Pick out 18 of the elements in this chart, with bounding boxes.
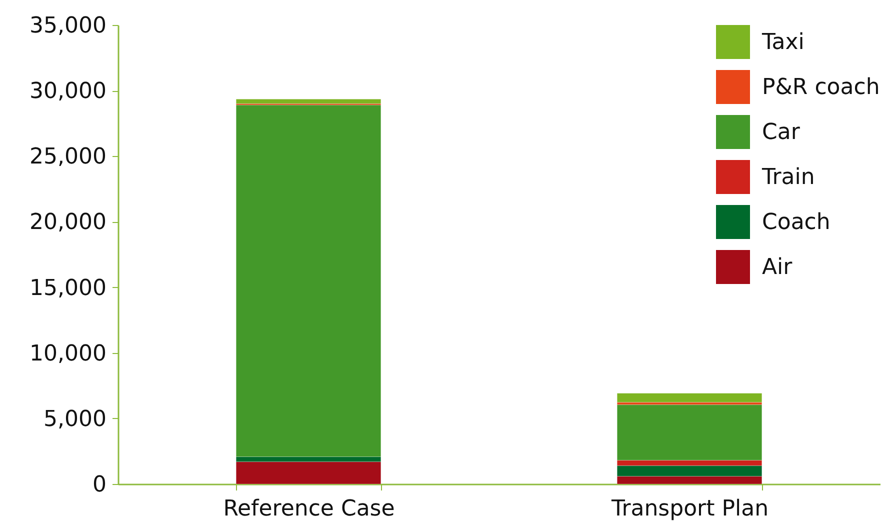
x-tick-label: Reference Case <box>223 496 395 522</box>
bar <box>236 461 382 484</box>
y-tick-label: 5,000 <box>44 406 106 432</box>
y-tick-label: 25,000 <box>30 144 106 170</box>
bar <box>616 393 762 403</box>
legend-label: Car <box>762 120 801 145</box>
legend-label: Coach <box>762 210 830 235</box>
y-tick-label: 10,000 <box>30 341 106 366</box>
y-tick-label: 0 <box>92 472 106 498</box>
y-tick-label: 30,000 <box>30 79 106 104</box>
legend-label: Train <box>761 165 815 190</box>
legend-label: P&R coach <box>762 75 880 100</box>
y-tick-label: 35,000 <box>30 14 106 38</box>
y-tick-label: 15,000 <box>30 276 106 301</box>
legend-label: Taxi <box>761 30 804 55</box>
y-tick-label: 20,000 <box>30 210 106 236</box>
x-tick-label: Transport Plan <box>610 496 769 522</box>
legend-label: Air <box>762 255 794 280</box>
